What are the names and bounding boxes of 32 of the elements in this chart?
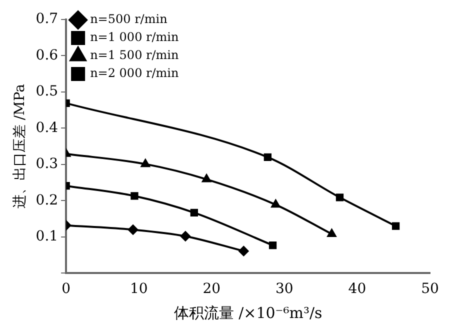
point	[190, 208, 198, 216]
x-tick-label: 20	[202, 281, 221, 298]
x-tick-label: 50	[421, 281, 439, 298]
legend-label: n=1 500 r/min	[90, 48, 180, 62]
y-tick-label: 0.5	[36, 84, 58, 100]
y-tick-label: 0.6	[36, 47, 58, 64]
point	[271, 200, 280, 208]
y-tick-label: 0.3	[36, 156, 58, 172]
point	[128, 224, 138, 235]
point	[336, 194, 344, 202]
legend-label: n=1 000 r/min	[90, 30, 180, 44]
point	[202, 174, 212, 182]
x-tick-label: 40	[348, 281, 366, 298]
point	[392, 222, 400, 230]
x-tick-label: 0	[62, 281, 71, 298]
point	[327, 229, 336, 238]
x-axis-title: 体积流量 /×10⁻⁶m³/s	[174, 304, 322, 322]
point	[264, 153, 272, 162]
point	[140, 159, 150, 168]
legend-label: n=500 r/min	[90, 12, 168, 26]
point	[180, 231, 190, 242]
point	[238, 246, 249, 256]
point	[130, 192, 138, 200]
y-tick-label: 0.2	[36, 192, 58, 208]
y-axis-title: 进、出口压差 /MPa	[12, 84, 28, 209]
x-tick-label: 10	[130, 281, 148, 298]
point	[268, 241, 277, 250]
x-tick-label: 30	[276, 281, 294, 298]
legend-label: n=2 000 r/min	[90, 66, 180, 80]
y-tick-label: 0.1	[36, 228, 58, 245]
y-tick-label: 0.4	[36, 120, 58, 136]
y-tick-label: 0.7	[36, 11, 58, 28]
